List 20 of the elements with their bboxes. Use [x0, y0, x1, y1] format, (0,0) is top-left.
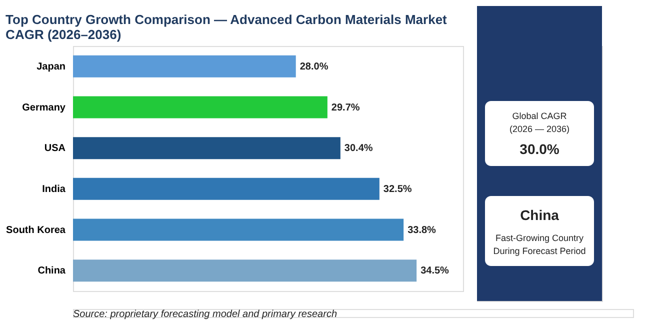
- text: China: [520, 207, 560, 223]
- data-label: 34.5%: [420, 266, 450, 277]
- data-label: 33.8%: [408, 224, 436, 236]
- chart-title: Top Country Growth Comparison — Advanced Carbon Materials Market CAGR (2026–2036): [6, 12, 448, 42]
- data-label: 29.7%: [331, 102, 360, 114]
- y-tick-label: USA: [44, 143, 66, 154]
- data-label: 28.0%: [300, 61, 328, 72]
- y-tick-label: China: [38, 266, 66, 277]
- text: Global CAGR: [512, 111, 568, 121]
- data-label: 32.5%: [383, 184, 412, 195]
- text: Fast-Growing Country: [495, 233, 584, 243]
- y-tick-label: Germany: [22, 102, 66, 114]
- text: (2026 — 2036): [509, 124, 570, 134]
- data-label: 30.4%: [344, 143, 373, 154]
- text: During Forecast Period: [493, 246, 586, 256]
- source-note: Source: proprietary forecasting model and primary research: [73, 309, 338, 320]
- y-tick-label: South Korea: [6, 224, 66, 236]
- y-tick-label: Japan: [36, 61, 66, 72]
- y-tick-label: India: [42, 184, 66, 195]
- text: 30.0%: [520, 141, 560, 157]
